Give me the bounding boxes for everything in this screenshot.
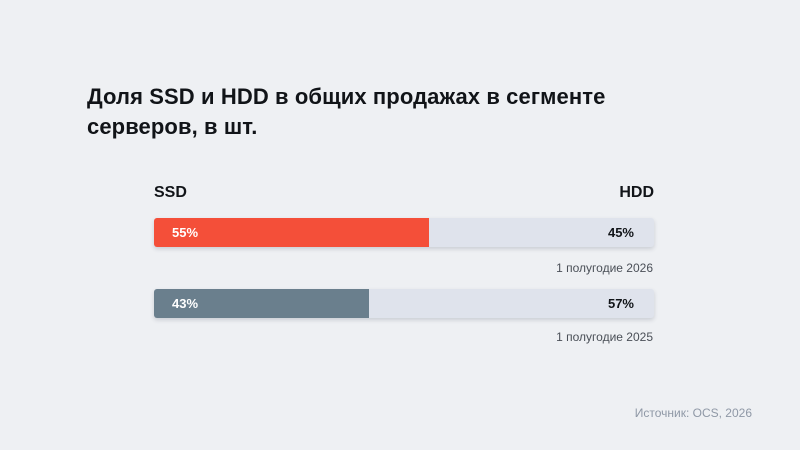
period-label-2026: 1 полугодие 2026	[556, 261, 653, 275]
source-note: Источник: OCS, 2026	[634, 406, 752, 420]
bar-ssd-2026	[154, 218, 429, 247]
chart-title: Доля SSD и HDD в общих продажах в сегмен…	[87, 84, 606, 139]
bar-track-2025: 43% 57%	[154, 289, 654, 318]
legend-ssd: SSD	[154, 184, 187, 201]
bar-label-hdd-2026: 45%	[607, 225, 634, 240]
period-label-2025: 1 полугодие 2025	[556, 330, 653, 344]
bar-ssd-2025	[154, 289, 369, 318]
bar-track-2026: 55% 45%	[154, 218, 654, 247]
bar-label-ssd-2026: 55%	[172, 225, 199, 240]
bar-label-ssd-2025: 43%	[172, 296, 199, 311]
bar-label-hdd-2025: 57%	[607, 296, 634, 311]
legend-hdd: HDD	[619, 184, 654, 201]
